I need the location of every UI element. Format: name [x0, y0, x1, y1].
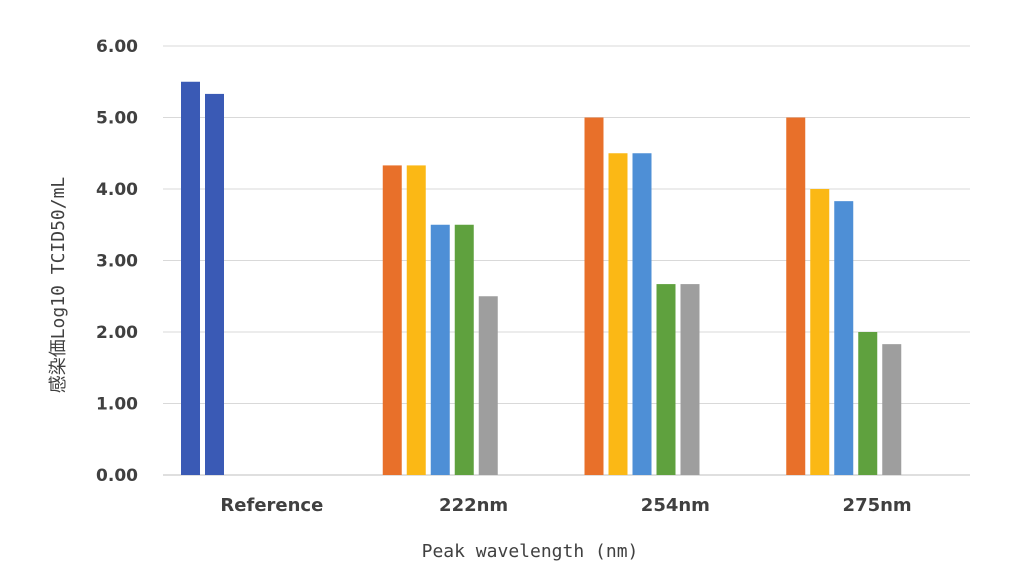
- gridlines: [163, 45, 970, 476]
- bar: [382, 165, 402, 475]
- bar: [834, 201, 854, 475]
- bar: [181, 81, 200, 475]
- bar: [656, 284, 676, 475]
- bar: [680, 284, 700, 475]
- y-tick-label: 2.00: [96, 323, 138, 343]
- category-labels: Reference 222nm 254nm 275nm: [220, 495, 911, 516]
- x-axis-title: Peak wavelength (nm): [422, 541, 639, 562]
- bar: [858, 332, 878, 475]
- y-tick-label: 5.00: [96, 109, 138, 129]
- bar: [584, 117, 604, 475]
- x-category-label: 222nm: [439, 495, 508, 516]
- bar: [608, 153, 628, 475]
- x-category-label: 254nm: [641, 495, 710, 516]
- bar: [406, 165, 426, 475]
- y-tick-labels: 0.00 1.00 2.00 3.00 4.00 5.00 6.00: [96, 37, 138, 486]
- y-tick-label: 0.00: [96, 466, 138, 486]
- bar: [810, 189, 830, 475]
- bar: [786, 117, 806, 475]
- bar: [478, 296, 498, 475]
- y-tick-label: 3.00: [96, 252, 138, 272]
- y-axis-title: 感染価Log10 TCID50/mL: [48, 177, 69, 394]
- bar: [454, 224, 474, 475]
- y-tick-label: 4.00: [96, 180, 138, 200]
- bar: [205, 93, 224, 475]
- y-tick-label: 6.00: [96, 37, 138, 57]
- y-tick-label: 1.00: [96, 395, 138, 415]
- bar: [632, 153, 652, 475]
- bar: [882, 344, 902, 475]
- x-category-label: 275nm: [843, 495, 912, 516]
- bar: [430, 224, 450, 475]
- x-category-label: Reference: [220, 495, 323, 516]
- bars: [181, 81, 902, 475]
